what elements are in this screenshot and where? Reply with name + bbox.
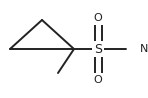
Text: O: O xyxy=(94,75,102,85)
Text: S: S xyxy=(94,43,102,55)
Text: NH: NH xyxy=(140,44,148,54)
Text: O: O xyxy=(94,13,102,23)
